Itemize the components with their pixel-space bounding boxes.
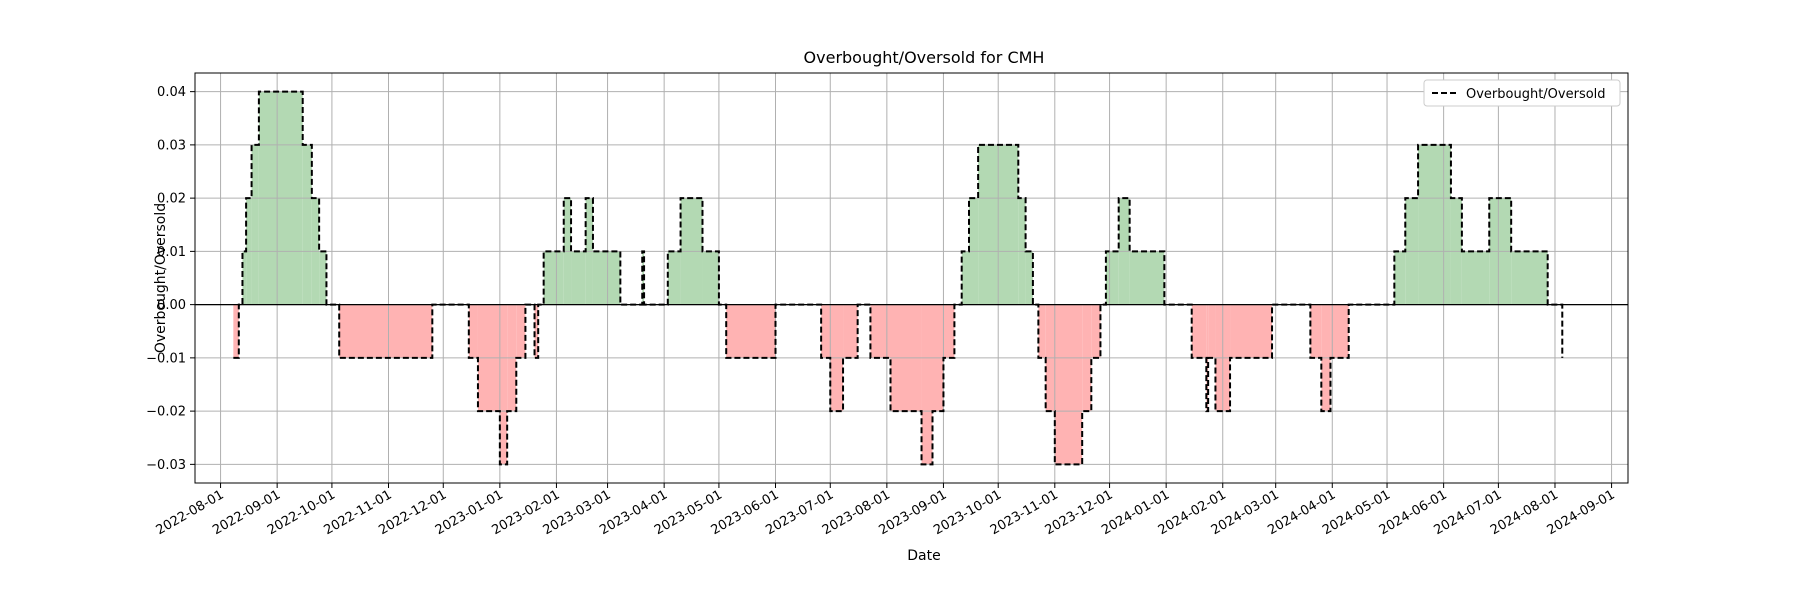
line-layer — [233, 90, 1564, 466]
oversold-area — [1230, 304, 1273, 358]
series-line-overbought-oversold — [233, 90, 1564, 466]
overbought-area — [961, 251, 970, 305]
oversold-area — [726, 304, 776, 358]
oversold-area — [1054, 304, 1083, 465]
overbought-area — [592, 251, 621, 305]
oversold-area — [1191, 304, 1207, 358]
overbought-area — [667, 251, 681, 305]
overbought-area — [242, 251, 247, 305]
overbought-area — [251, 144, 259, 305]
overbought-area — [1511, 251, 1548, 305]
legend-entry: Overbought/Oversold — [1466, 87, 1606, 102]
overbought-area — [302, 144, 312, 305]
legend: Overbought/Oversold — [1423, 79, 1621, 107]
overbought-area — [1394, 251, 1406, 305]
y-tick-label: 0.02 — [157, 192, 186, 207]
y-axis-label: Overbought/Oversold — [153, 203, 169, 353]
grid-layer — [195, 73, 1628, 483]
y-ticks: 0.04 0.03 0.02 0.01 0.00 −0.01 −0.02 −0.03 — [146, 85, 195, 473]
overbought-area — [1461, 251, 1490, 305]
oversold-area — [1091, 304, 1101, 358]
chart-title: Overbought/Oversold for CMH — [804, 48, 1045, 67]
overbought-area — [1025, 251, 1033, 305]
overbought-area — [319, 251, 327, 305]
oversold-area — [233, 304, 239, 358]
oversold-area — [516, 304, 526, 358]
oversold-area — [339, 304, 433, 358]
oversold-area — [1310, 304, 1322, 358]
oversold-area — [499, 304, 508, 465]
oversold-area — [843, 304, 858, 358]
legend-box — [1423, 79, 1621, 107]
x-axis-label: Date — [907, 548, 940, 564]
oversold-area — [1330, 304, 1349, 358]
y-tick-label: 0.00 — [157, 298, 186, 313]
plot-frame — [194, 72, 1629, 484]
y-tick-label: 0.03 — [157, 138, 186, 153]
y-tick-label: 0.04 — [157, 85, 186, 100]
y-tick-label: −0.02 — [146, 405, 186, 420]
y-tick-label: −0.03 — [146, 458, 186, 473]
oversold-area — [943, 304, 955, 358]
overbought-area — [543, 251, 564, 305]
overbought-area — [571, 251, 586, 305]
overbought-area — [1129, 251, 1165, 305]
oversold-area — [870, 304, 891, 358]
y-tick-label: −0.01 — [146, 351, 186, 366]
oversold-area — [468, 304, 478, 358]
oversold-area — [921, 304, 933, 465]
overbought-area — [1105, 251, 1119, 305]
overbought-area — [1418, 144, 1451, 305]
oversold-area — [821, 304, 831, 358]
overbought-area — [702, 251, 719, 305]
oversold-area — [1208, 304, 1216, 358]
y-tick-label: 0.01 — [157, 245, 186, 260]
oversold-area — [534, 304, 539, 358]
oversold-area — [1038, 304, 1046, 358]
